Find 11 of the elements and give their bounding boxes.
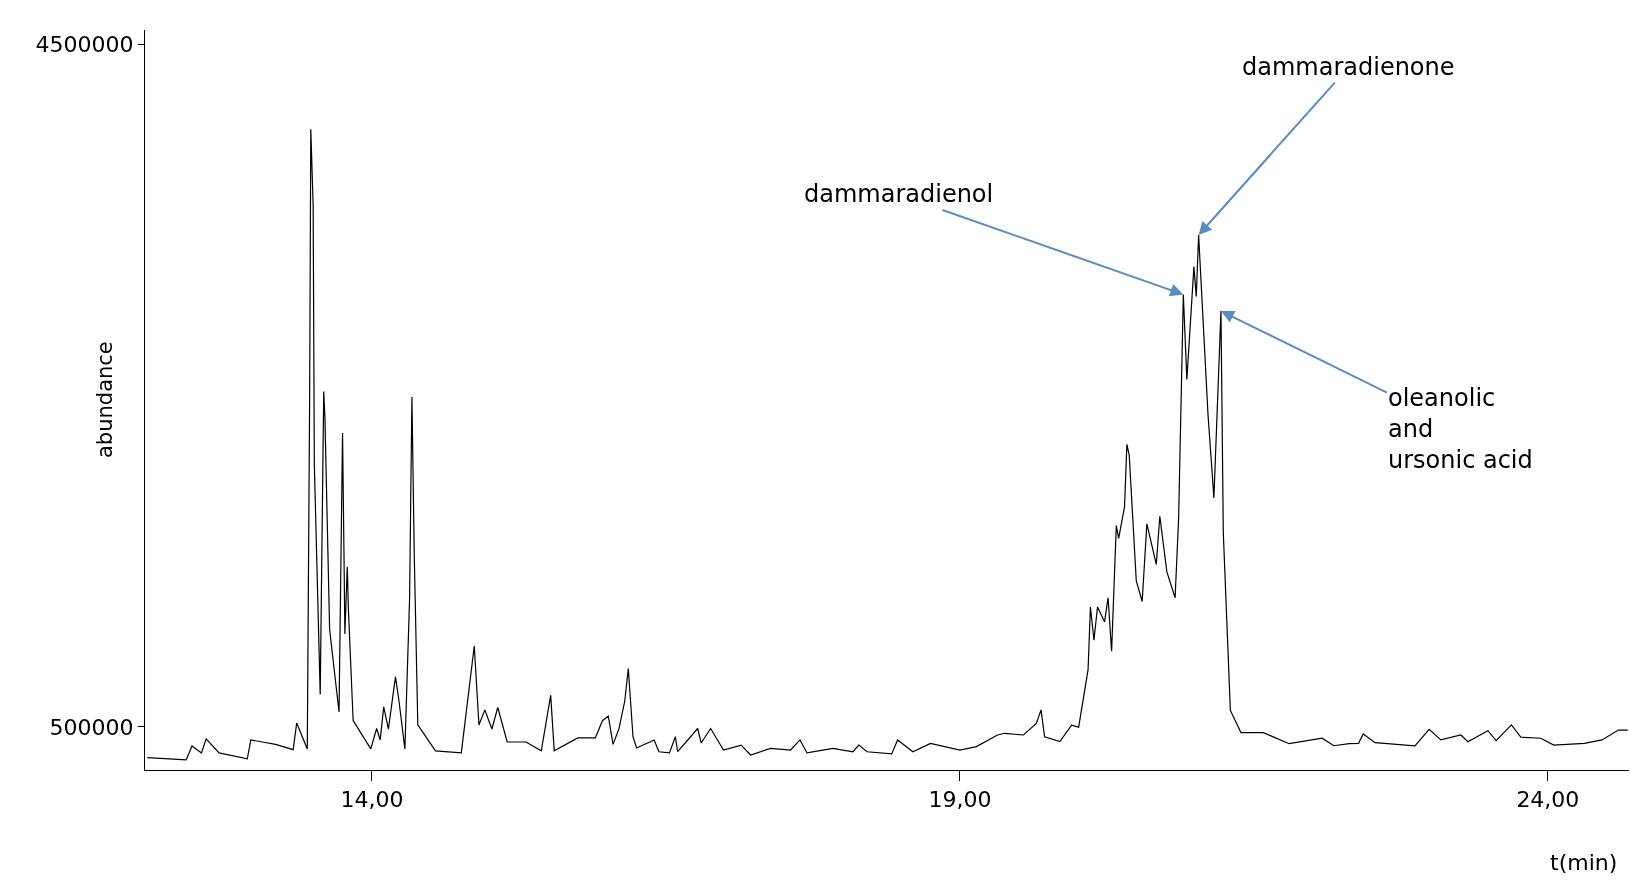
annotation: dammaradienol xyxy=(804,180,994,208)
annotation: dammaradienone xyxy=(1242,53,1455,81)
x-tick-label: 24,00 xyxy=(1516,787,1580,813)
annotation: oleanolic and ursonic acid xyxy=(1388,384,1533,475)
line-series xyxy=(146,128,1629,761)
y-axis-title: abundance xyxy=(93,341,117,458)
y-tick-label: 4500000 xyxy=(35,31,134,57)
x-axis-title: t(min) xyxy=(1550,850,1618,875)
x-tick-label: 14,00 xyxy=(340,787,404,813)
y-tick-label: 500000 xyxy=(49,714,134,740)
x-tick-label: 19,00 xyxy=(928,787,992,813)
